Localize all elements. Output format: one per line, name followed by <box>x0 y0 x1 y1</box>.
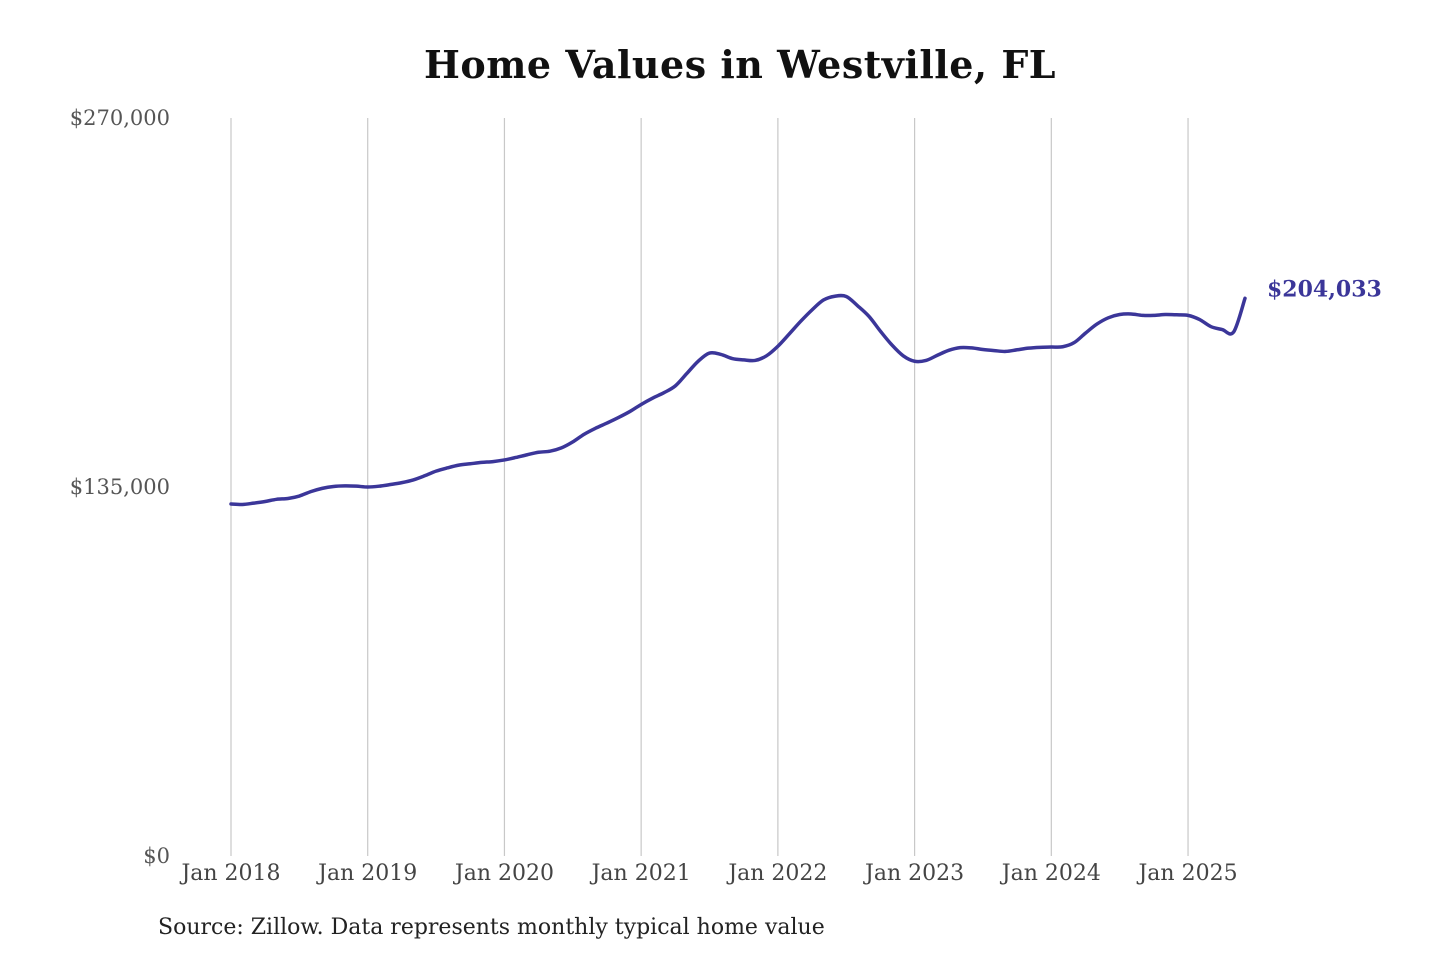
x-tick-label: Jan 2024 <box>1000 861 1101 886</box>
end-label-layer: $204,033 <box>1267 276 1382 302</box>
x-tick-label: Jan 2019 <box>316 861 417 886</box>
y-tick-label: $270,000 <box>70 106 170 130</box>
series-layer <box>229 293 1247 507</box>
y-axis-tick-labels: $0 $135,000 $270,000 <box>70 106 170 868</box>
series-line <box>229 293 1247 507</box>
y-tick-label: $135,000 <box>70 475 170 499</box>
x-tick-label: Jan 2023 <box>863 861 964 886</box>
x-tick-label: Jan 2018 <box>179 861 280 886</box>
x-tick-label: Jan 2025 <box>1136 861 1237 886</box>
x-tick-label: Jan 2020 <box>453 861 554 886</box>
x-tick-label: Jan 2022 <box>726 861 827 886</box>
chart-title: Home Values in Westville, FL <box>423 42 1057 87</box>
end-value-label: $204,033 <box>1267 276 1382 302</box>
y-tick-label: $0 <box>143 844 170 868</box>
x-axis-tick-labels: Jan 2018 Jan 2019 Jan 2020 Jan 2021 Jan 2022… <box>179 861 1237 886</box>
source-note: Source: Zillow. Data represents monthly … <box>158 915 825 940</box>
x-tick-label: Jan 2021 <box>590 861 691 886</box>
